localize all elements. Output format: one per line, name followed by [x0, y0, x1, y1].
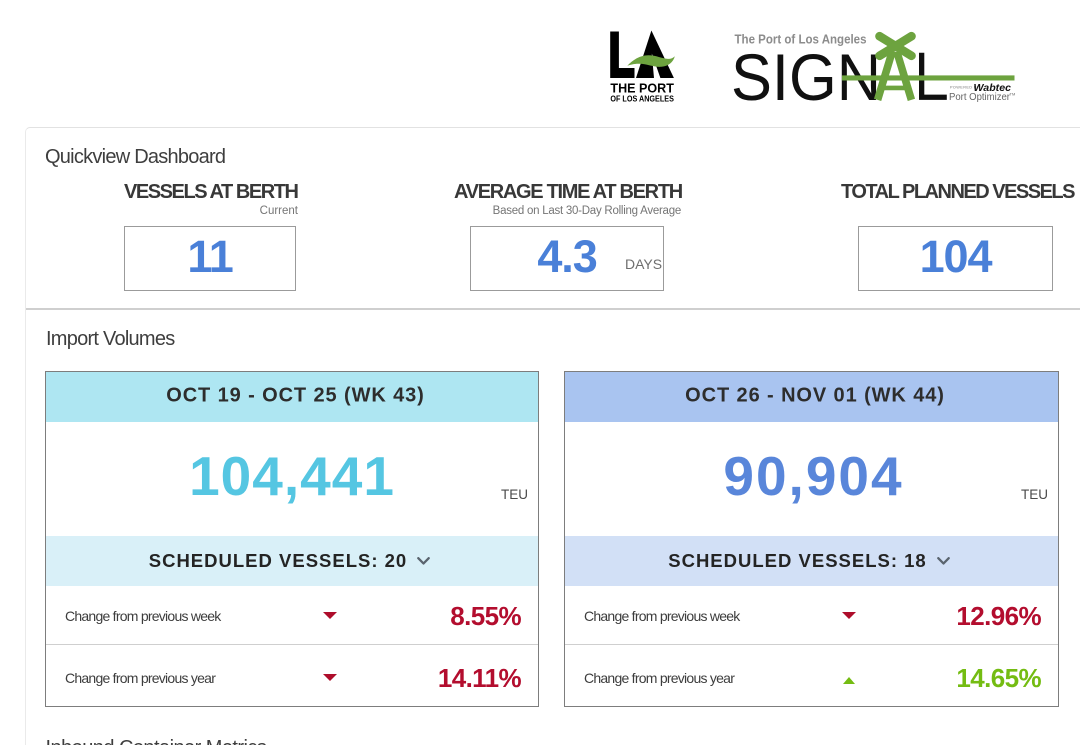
svg-text:Wabtec: Wabtec [974, 83, 1012, 94]
svg-text:OF LOS ANGELES: OF LOS ANGELES [610, 94, 674, 104]
svg-text:Port Optimizer: Port Optimizer [949, 91, 1010, 103]
svg-text:TM: TM [1010, 92, 1016, 97]
svg-text:POWERED BY: POWERED BY [950, 86, 980, 90]
svg-text:The Port of Los Angeles: The Port of Los Angeles [735, 32, 867, 46]
svg-text:THE PORT: THE PORT [610, 82, 674, 96]
